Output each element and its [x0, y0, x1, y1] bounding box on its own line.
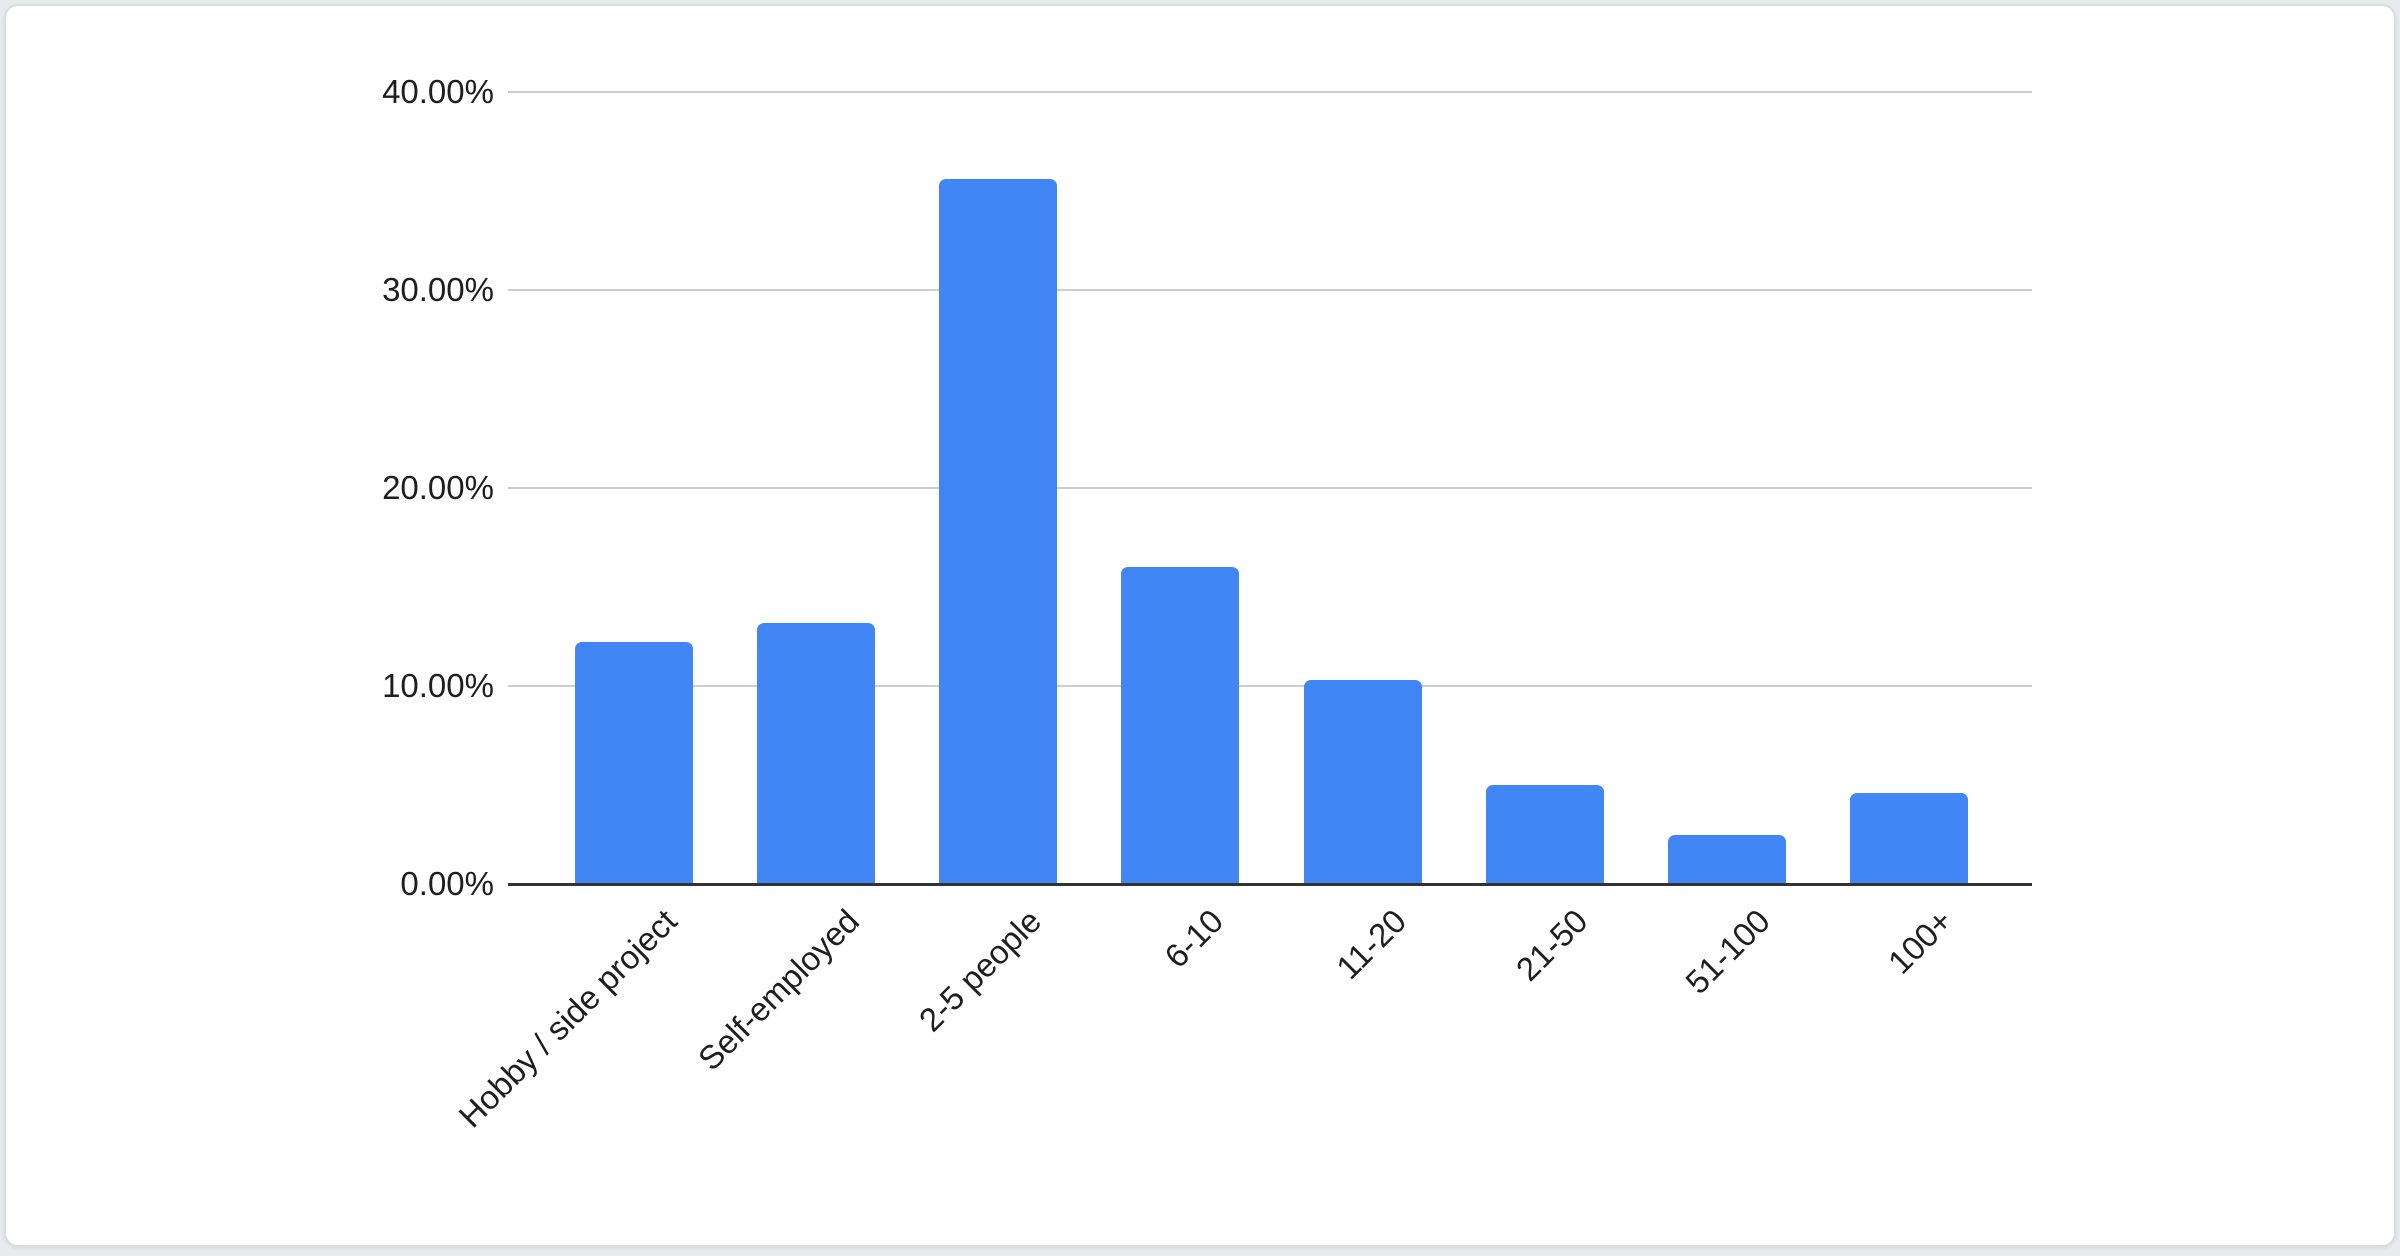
y-axis-tick-label: 30.00%	[382, 271, 494, 308]
x-axis-category-label: 2-5 people	[911, 902, 1049, 1039]
y-axis-tick-label: 0.00%	[400, 865, 494, 902]
bar-21-50[interactable]	[1485, 785, 1604, 884]
bar-11-20[interactable]	[1303, 680, 1422, 884]
x-axis-category-label: Self-employed	[690, 902, 867, 1078]
gridline	[508, 91, 2032, 93]
y-axis-tick-label: 40.00%	[382, 73, 494, 110]
x-axis-category-label: 6-10	[1157, 902, 1231, 975]
y-axis-tick-label: 10.00%	[382, 667, 494, 704]
x-axis-category-label: 51-100	[1678, 902, 1778, 1001]
bar-self-employed[interactable]	[757, 622, 876, 884]
x-axis-category-label: 11-20	[1328, 902, 1413, 987]
gridline	[508, 487, 2032, 489]
bar-2-5-people[interactable]	[939, 179, 1058, 884]
gridline	[508, 685, 2032, 687]
x-axis-category-label: 21-50	[1509, 902, 1595, 988]
x-axis-category-label: Hobby / side project	[451, 902, 685, 1135]
x-axis-category-label: 100+	[1880, 902, 1960, 981]
bar-51-100[interactable]	[1667, 834, 1786, 884]
x-axis-line	[508, 883, 2032, 886]
bar-6-10[interactable]	[1121, 567, 1240, 884]
bar-hobby-side-project[interactable]	[575, 642, 693, 884]
gridline	[508, 289, 2032, 291]
bar-100[interactable]	[1849, 792, 1968, 884]
y-axis-tick-label: 20.00%	[382, 469, 494, 506]
